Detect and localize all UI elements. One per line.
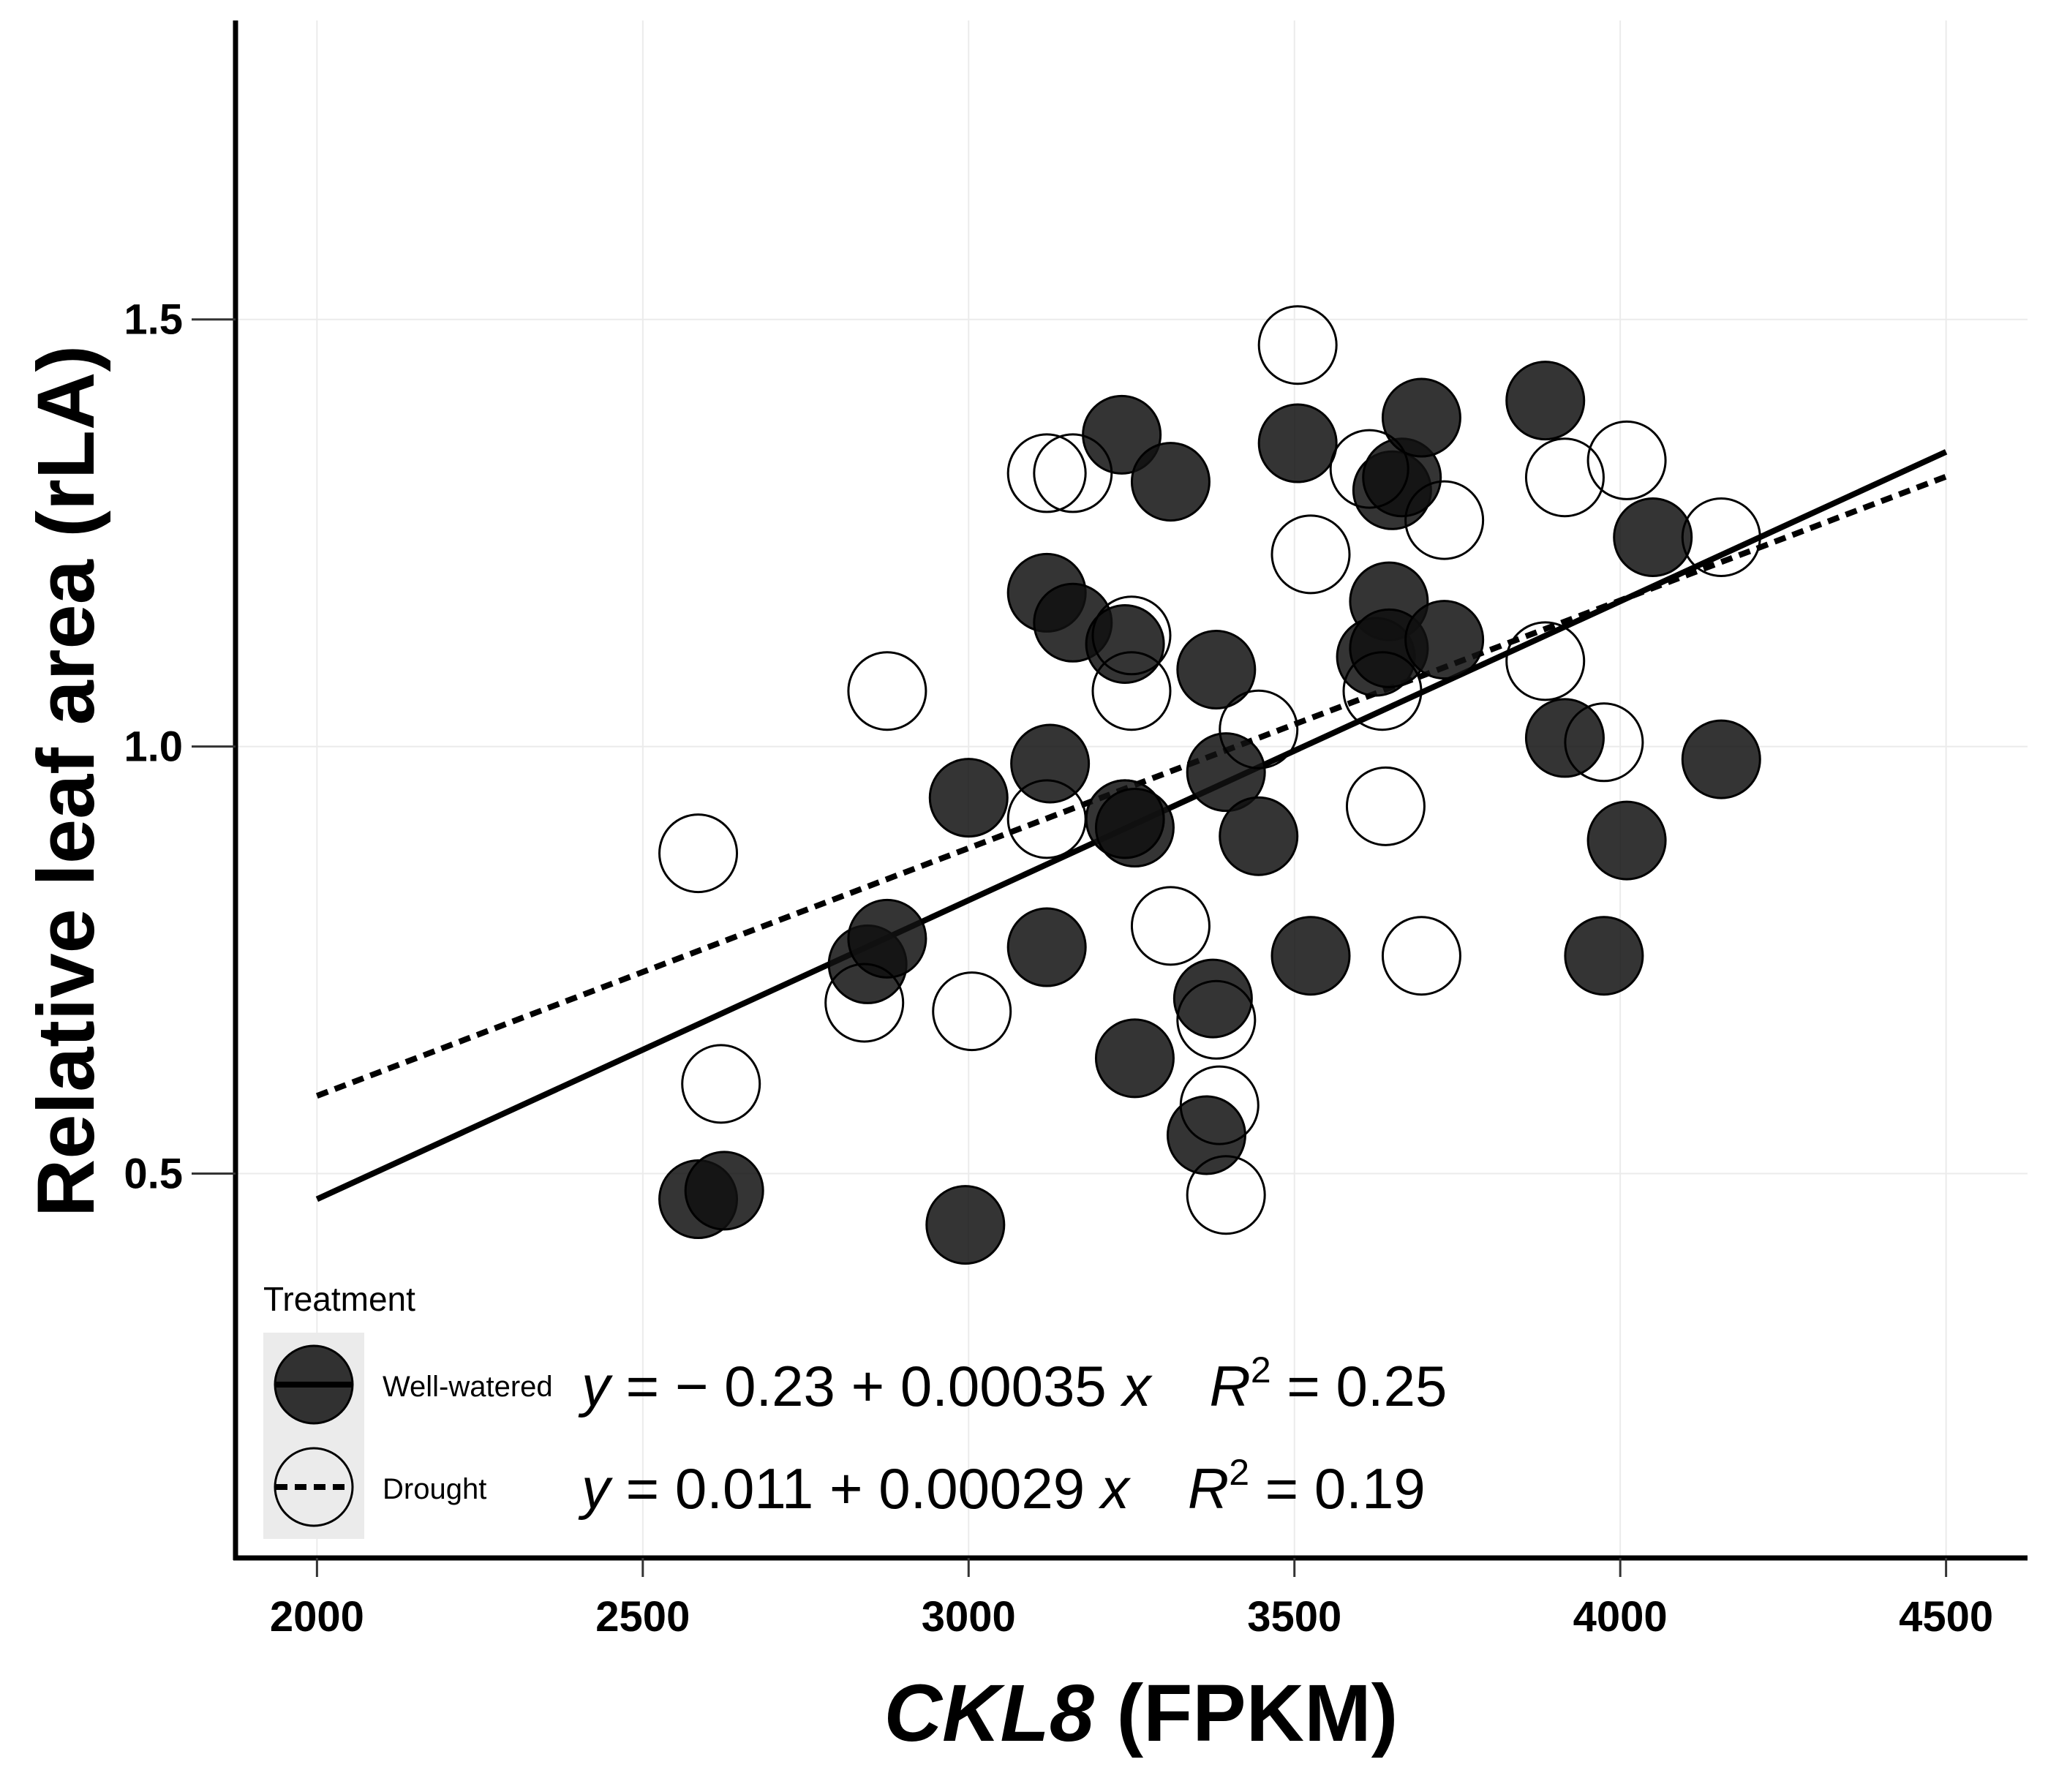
gridlines	[236, 20, 2028, 1558]
point-well-watered-35	[1564, 916, 1644, 996]
x-tick-label-2000: 2000	[270, 1593, 364, 1641]
eq-ww-x: x	[1119, 1354, 1153, 1418]
data-points	[658, 305, 1761, 1265]
point-well-watered-30	[1404, 600, 1485, 680]
x-tick-label-3000: 3000	[922, 1593, 1016, 1641]
point-drought-12	[1130, 886, 1211, 966]
axes	[233, 20, 2028, 1561]
point-well-watered-22	[1270, 916, 1351, 996]
legend-label-well-watered: Well-watered	[383, 1371, 553, 1403]
point-well-watered-11	[1094, 788, 1175, 868]
point-drought-23	[1404, 480, 1485, 560]
point-well-watered-19	[1219, 796, 1299, 876]
x-tick-label-3500: 3500	[1247, 1593, 1341, 1641]
eq-dr-intercept: 0.011	[675, 1456, 813, 1521]
eq-ww-intercept: − 0.23	[675, 1354, 835, 1418]
point-well-watered-17	[1176, 630, 1257, 710]
point-drought-17	[1257, 305, 1338, 385]
eq-dr-r2: 0.19	[1314, 1456, 1426, 1521]
point-drought-22	[1381, 916, 1461, 996]
point-drought-9	[1085, 779, 1165, 859]
point-drought-13	[1176, 979, 1257, 1060]
eq-ww-r2: 0.25	[1336, 1354, 1447, 1418]
point-well-watered-6	[928, 758, 1009, 838]
point-drought-1	[658, 813, 739, 894]
point-drought-20	[1342, 651, 1423, 731]
point-well-watered-29	[1381, 377, 1461, 458]
point-well-watered-13	[1130, 442, 1211, 522]
x-axis-title: CKL8 (FPKM)	[884, 1668, 1398, 1758]
legend-title: Treatment	[263, 1280, 415, 1318]
point-well-watered-5	[847, 898, 927, 979]
point-well-watered-31	[1505, 361, 1586, 441]
point-drought-7	[1033, 433, 1113, 513]
y-axis-ticks: 0.5 1.0 1.5	[124, 296, 236, 1198]
point-well-watered-18	[1186, 732, 1266, 813]
point-well-watered-9	[1094, 1018, 1175, 1099]
point-well-watered-36	[1681, 719, 1761, 799]
point-drought-25	[1524, 437, 1605, 518]
x-axis-ticks: 2000 2500 3000 3500 4000 4500	[270, 1558, 1993, 1641]
point-drought-28	[1681, 497, 1761, 578]
point-drought-6	[1006, 433, 1087, 513]
point-well-watered-3	[925, 1185, 1006, 1265]
point-drought-2	[681, 1044, 761, 1124]
point-well-watered-23	[1257, 403, 1338, 483]
y-axis-title: Relative leaf area (rLA)	[21, 345, 111, 1217]
point-drought-14	[1179, 1065, 1260, 1145]
point-drought-15	[1186, 1155, 1266, 1235]
point-drought-27	[1586, 420, 1667, 500]
equation-drought: y = 0.011 + 0.00029 x R2 = 0.19	[578, 1452, 1426, 1521]
point-well-watered-33	[1613, 497, 1693, 578]
point-well-watered-8	[1006, 907, 1087, 987]
fit-line-drought	[315, 473, 1948, 1099]
point-well-watered-2	[684, 1151, 764, 1231]
point-drought-3	[824, 963, 905, 1043]
x-tick-label-4000: 4000	[1573, 1593, 1668, 1641]
legend-label-drought: Drought	[383, 1473, 486, 1505]
point-drought-18	[1270, 514, 1351, 595]
point-drought-26	[1564, 702, 1644, 783]
point-drought-10	[1091, 595, 1172, 676]
eq-dr-x: x	[1098, 1456, 1132, 1521]
eq-ww-slope: 0.00035	[900, 1354, 1107, 1418]
x-axis-title-unit: (FPKM)	[1094, 1668, 1398, 1758]
legend-item-well-watered: Well-watered y = − 0.23 + 0.00035 x R2 = …	[274, 1344, 1447, 1425]
eq-ww-y: y	[578, 1354, 613, 1418]
legend-item-drought: Drought y = 0.011 + 0.00029 x R2 = 0.19	[274, 1447, 1426, 1527]
y-tick-label-1.0: 1.0	[124, 723, 183, 771]
point-drought-21	[1345, 766, 1426, 846]
legend: Treatment Well-watered y = − 0.23 + 0.00…	[263, 1280, 1447, 1539]
x-tick-label-4500: 4500	[1899, 1593, 1993, 1641]
eq-dr-slope: 0.00029	[878, 1456, 1085, 1521]
point-drought-11	[1091, 651, 1172, 731]
x-axis-title-gene: CKL8	[884, 1668, 1095, 1758]
point-well-watered-34	[1586, 800, 1667, 881]
point-drought-5	[932, 971, 1012, 1052]
point-drought-24	[1505, 621, 1586, 701]
point-drought-16	[1219, 689, 1299, 769]
equation-well-watered: y = − 0.23 + 0.00035 x R2 = 0.25	[578, 1349, 1447, 1418]
point-well-watered-20	[1172, 958, 1253, 1039]
point-well-watered-7	[1010, 723, 1091, 804]
point-drought-19	[1329, 429, 1409, 509]
y-tick-label-1.5: 1.5	[124, 296, 183, 344]
point-drought-4	[847, 651, 927, 731]
eq-dr-y: y	[578, 1456, 613, 1521]
x-tick-label-2500: 2500	[595, 1593, 690, 1641]
y-tick-label-0.5: 0.5	[124, 1151, 183, 1198]
